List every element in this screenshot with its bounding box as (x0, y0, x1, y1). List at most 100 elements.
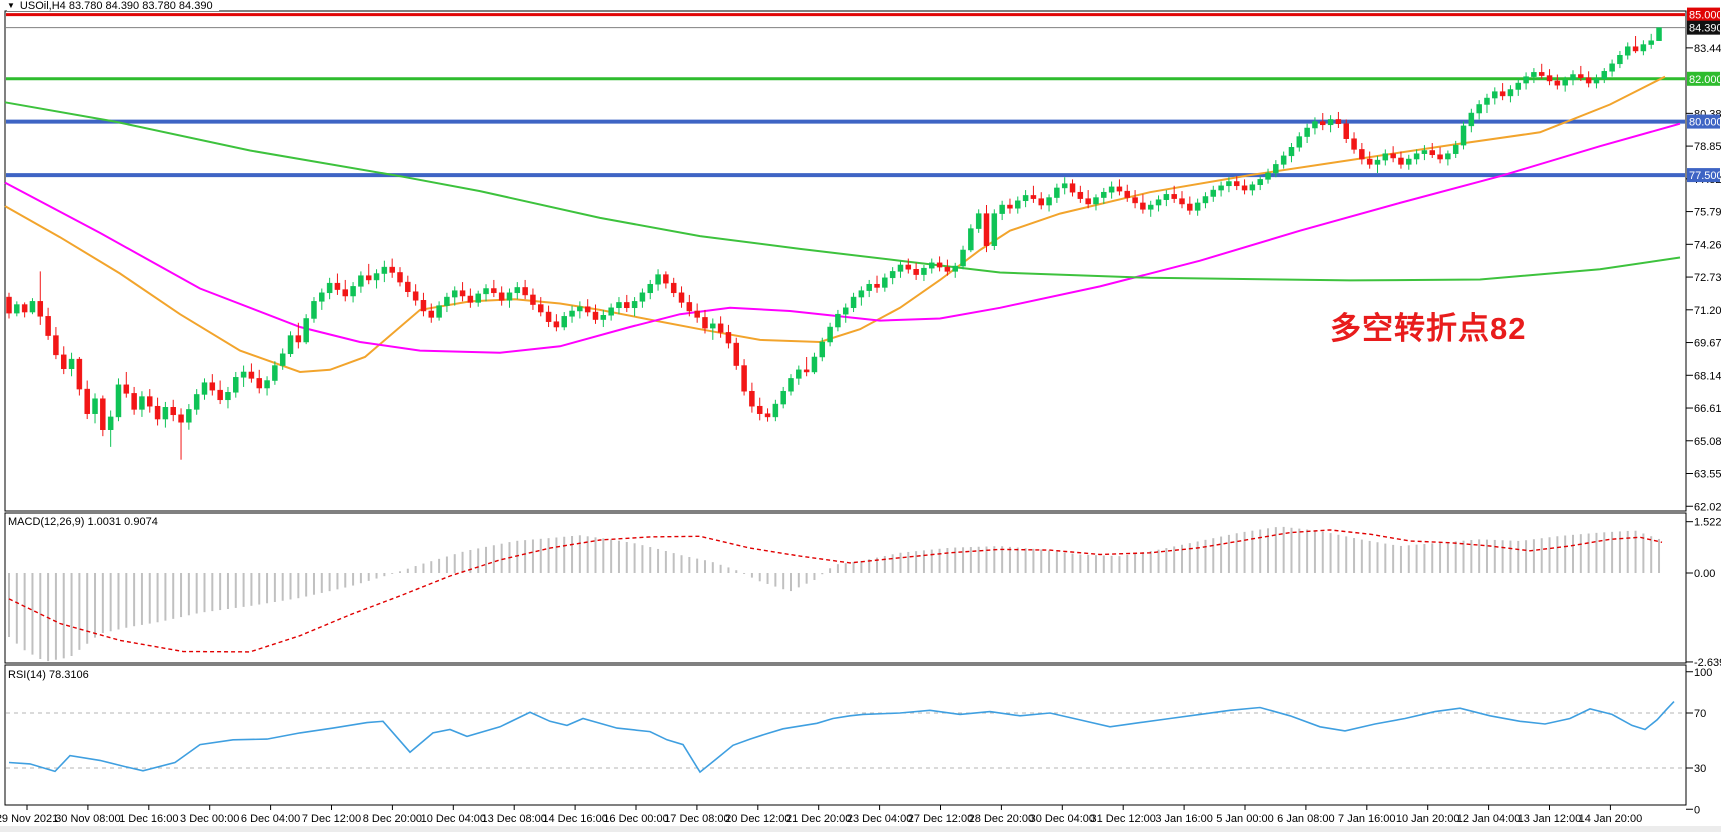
candle-body (608, 307, 614, 316)
candle-body (866, 283, 872, 291)
candle-body (1617, 55, 1623, 65)
candle-body (756, 405, 763, 414)
candle-body (100, 398, 106, 431)
candle-body (467, 295, 474, 303)
candle-body (279, 353, 286, 366)
candle-body (1507, 89, 1514, 97)
candle-body (1226, 181, 1232, 187)
candle-body (1257, 179, 1263, 185)
candle-body (952, 265, 958, 272)
candle-body (436, 305, 442, 318)
candle-body (1233, 181, 1240, 187)
candle-body (1515, 82, 1522, 90)
candle-body (600, 315, 607, 320)
macd-indicator-label: MACD(12,26,9) 1.0031 0.9074 (8, 516, 158, 528)
candle-body (303, 318, 309, 343)
candle-body (1132, 197, 1138, 204)
candle-body (264, 380, 270, 389)
collapse-triangle-icon[interactable]: ▼ (7, 0, 15, 10)
macd-panel[interactable] (4, 512, 1687, 664)
time-tick-label: 12 Jan 04:00 (1457, 813, 1521, 825)
candle-body (1202, 196, 1209, 204)
candle-body (1343, 123, 1349, 139)
candle-body (1468, 112, 1475, 127)
candle-body (1585, 77, 1592, 84)
candle-body (694, 310, 700, 318)
candle-body (1359, 149, 1365, 160)
candle-body (1304, 127, 1310, 137)
price-axis[interactable]: 83.44580.38578.85577.32575.79574.26572.7… (1686, 7, 1721, 817)
candle-body (1484, 97, 1490, 105)
candle-body (178, 414, 184, 423)
candle-body (850, 296, 857, 309)
candle-body (154, 405, 161, 420)
candle-body (1077, 191, 1084, 199)
rsi-axis-label: 100 (1694, 667, 1712, 679)
time-tick-label: 5 Jan 00:00 (1216, 813, 1274, 825)
candle-body (639, 292, 646, 302)
candle-body (147, 396, 153, 407)
time-tick-label: 31 Dec 12:00 (1090, 813, 1155, 825)
chart-annotation-text: 多空转折点82 (1330, 311, 1527, 346)
candle-body (1155, 199, 1162, 206)
candle-body (975, 213, 982, 229)
candle-body (1413, 153, 1420, 160)
candle-body (240, 371, 247, 378)
chart-title: ▼ USOil,H4 83.780 84.390 83.780 84.390 (7, 0, 219, 12)
candle-body (827, 326, 833, 343)
candle-body (1366, 158, 1373, 165)
time-tick-label: 27 Dec 12:00 (908, 813, 973, 825)
candle-body (999, 204, 1005, 214)
candle-body (428, 310, 435, 318)
candle-body (1327, 119, 1334, 126)
time-tick-label: 30 Nov 08:00 (55, 813, 120, 825)
candle-body (412, 291, 419, 301)
candle-body (459, 290, 466, 297)
candle-body (420, 300, 427, 312)
price-tick-label: 63.555 (1694, 469, 1721, 481)
candle-body (749, 390, 755, 407)
price-tick-label: 65.085 (1694, 436, 1721, 448)
time-tick-label: 3 Jan 16:00 (1155, 813, 1213, 825)
candle-body (1218, 185, 1224, 191)
time-tick-label: 10 Dec 04:00 (421, 813, 486, 825)
candle-body (1562, 79, 1568, 86)
candle-body (983, 213, 990, 246)
candle-body (21, 304, 28, 313)
candle-body (842, 307, 849, 315)
ma-mid-magenta (4, 122, 1681, 354)
candle-body (1335, 119, 1342, 124)
candle-body (498, 292, 505, 301)
candle-body (764, 413, 771, 418)
bottom-scroll-strip[interactable] (0, 826, 1721, 832)
candle-body (1640, 44, 1647, 52)
main-panel[interactable] (4, 10, 1687, 512)
candle-body (1241, 185, 1248, 191)
time-tick-label: 30 Dec 04:00 (1030, 813, 1095, 825)
candle-body (936, 262, 943, 268)
candle-body (358, 275, 364, 287)
candle-body (1523, 76, 1529, 84)
candle-body (1624, 46, 1631, 56)
time-tick-label: 10 Jan 20:00 (1396, 813, 1460, 825)
rsi-panel[interactable] (4, 664, 1687, 806)
candle-body (1108, 186, 1115, 193)
candle-body (968, 228, 974, 251)
candle-body (1499, 91, 1506, 97)
candle-body (991, 213, 998, 246)
rsi-indicator-label: RSI(14) 78.3106 (8, 669, 89, 681)
candle-body (115, 384, 122, 418)
candle-body (162, 407, 169, 420)
macd-axis-label: 0.00 (1694, 568, 1715, 580)
level-82.000-badge-label: 82.000 (1689, 74, 1721, 86)
candle-body (686, 302, 693, 312)
candle-body (1007, 204, 1013, 209)
candle-body (1460, 125, 1467, 146)
current-price-badge (1687, 20, 1720, 35)
candle-body (889, 271, 896, 279)
candle-body (29, 301, 36, 313)
price-tick-label: 83.445 (1694, 43, 1721, 55)
candle-body (1015, 200, 1021, 209)
